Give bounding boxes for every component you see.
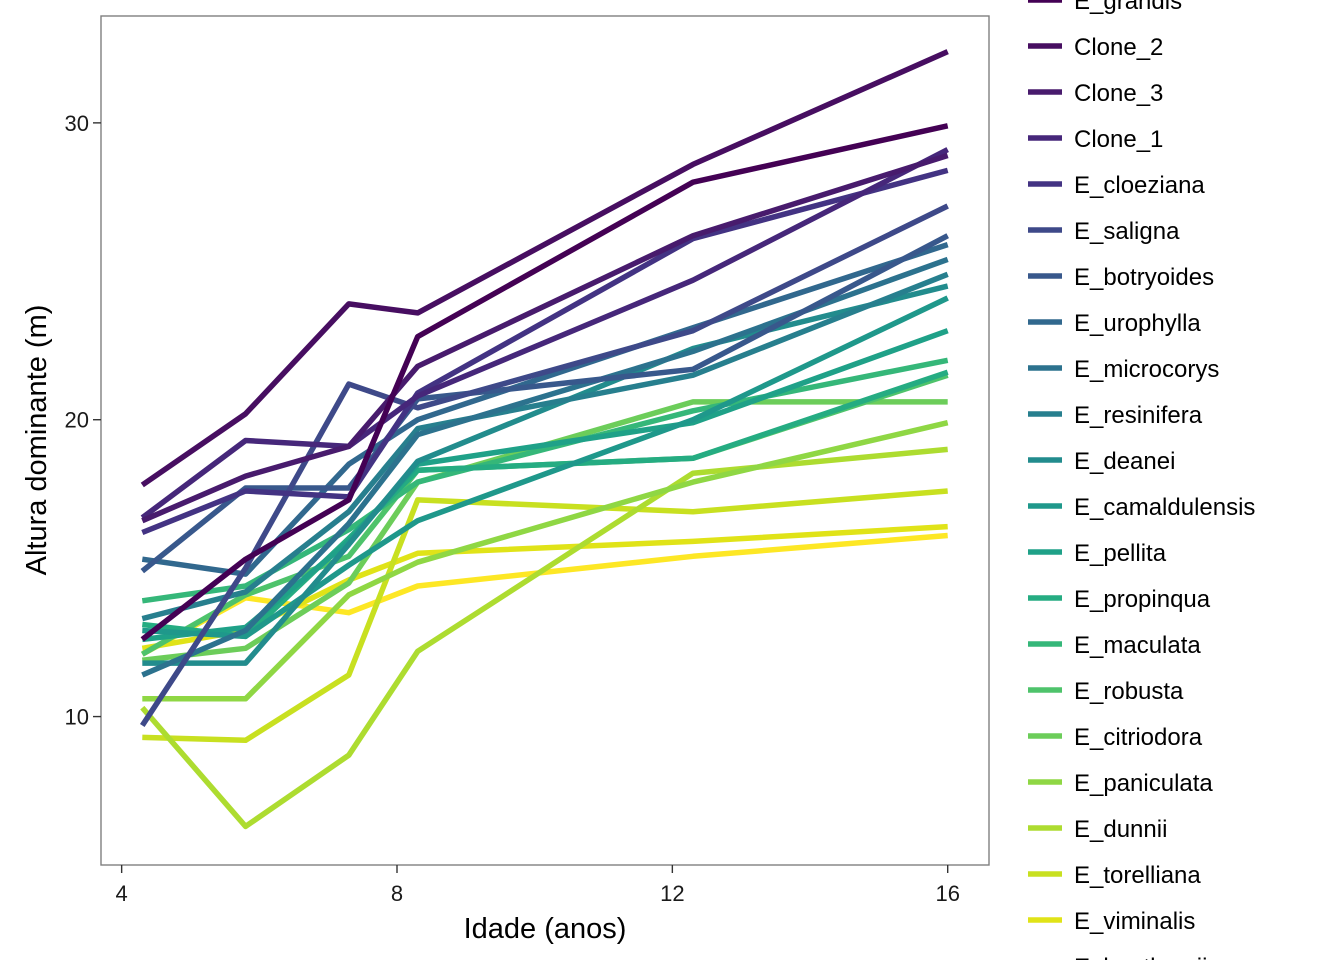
legend-label: E_benthamii	[1074, 954, 1207, 960]
series-line-e-saligna	[140, 203, 949, 728]
legend-label: E_viminalis	[1074, 908, 1195, 935]
legend-label: E_deanei	[1074, 448, 1175, 475]
y-axis: 10 20 30	[65, 111, 101, 730]
series-line-e-microcorys	[141, 256, 949, 678]
legend-label: Clone_1	[1074, 126, 1163, 153]
legend-label: E_camaldulensis	[1074, 494, 1255, 521]
legend-label: E_maculata	[1074, 632, 1201, 659]
legend-label: E_botryoides	[1074, 264, 1214, 291]
x-tick-label: 8	[391, 881, 403, 906]
legend-label: Clone_3	[1074, 80, 1163, 107]
legend-label: E_propinqua	[1074, 586, 1211, 613]
series-line-clone-3	[141, 152, 949, 524]
y-tick-label: 30	[65, 111, 89, 136]
x-tick-label: 12	[660, 881, 684, 906]
x-axis-title: Idade (anos)	[464, 913, 627, 945]
series-line-e-grandis	[140, 123, 949, 642]
legend-label: E_cloeziana	[1074, 172, 1205, 199]
legend-label: E_resinifera	[1074, 402, 1203, 429]
legend: E_grandis Clone_2 Clone_3 Clone_1 E_cloezian…	[1028, 0, 1255, 960]
legend-label: Clone_2	[1074, 34, 1163, 61]
legend-label: E_saligna	[1074, 218, 1180, 245]
legend-label: E_grandis	[1074, 0, 1182, 15]
legend-label: E_citriodora	[1074, 724, 1203, 751]
series-line-e-cloeziana	[141, 167, 949, 536]
y-tick-label: 20	[65, 408, 89, 433]
series-line-clone-2	[140, 49, 949, 488]
y-axis-title: Altura dominante (m)	[21, 305, 53, 576]
series-line-e-paniculata	[142, 420, 949, 702]
legend-label: E_urophylla	[1074, 310, 1201, 337]
series-line-e-torelliana	[142, 488, 948, 744]
legend-label: E_robusta	[1074, 678, 1184, 705]
legend-label: E_pellita	[1074, 540, 1167, 567]
series-layer	[140, 49, 949, 830]
legend-label: E_torelliana	[1074, 862, 1201, 889]
legend-label: E_dunnii	[1074, 816, 1167, 843]
x-axis: 4 8 12 16	[116, 865, 960, 906]
x-tick-label: 4	[116, 881, 128, 906]
y-tick-label: 10	[65, 705, 89, 730]
x-tick-label: 16	[935, 881, 959, 906]
legend-label: E_paniculata	[1074, 770, 1213, 797]
legend-label: E_microcorys	[1074, 356, 1219, 383]
series-line-e-dunnii	[140, 446, 948, 830]
